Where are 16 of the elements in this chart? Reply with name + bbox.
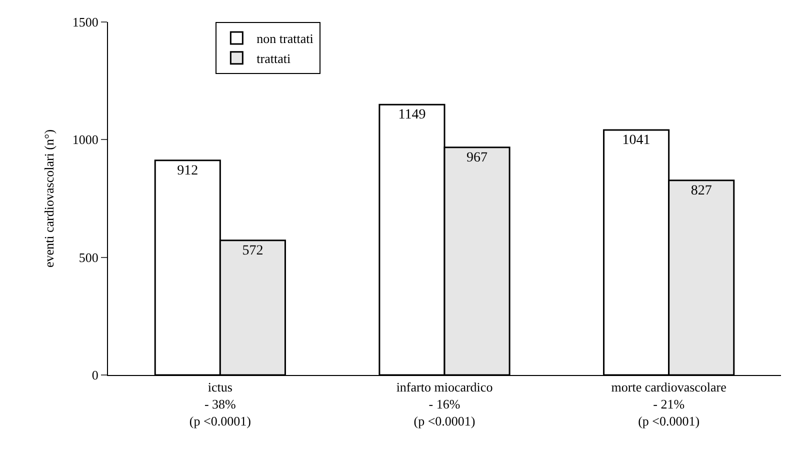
x-tick-label: infarto miocardico - 16% (p <0.0001) <box>396 380 493 428</box>
y-axis-title: eventi cardiovascolari (n°) <box>41 129 56 268</box>
data-label: 1041 <box>622 133 650 148</box>
legend-label: trattati <box>256 50 291 66</box>
x-tick-label: morte cardiovascolare - 21% (p <0.0001) <box>611 380 727 428</box>
data-label: 912 <box>177 163 198 178</box>
y-tick-label: 1500 <box>72 14 98 30</box>
data-label: 967 <box>466 150 488 166</box>
legend-label: non trattati <box>256 31 314 46</box>
data-label: 827 <box>690 183 712 198</box>
x-tick-label: ictus - 38% (p <0.0001) <box>189 380 251 428</box>
y-tick-label: 500 <box>78 250 98 265</box>
y-tick-label: 1000 <box>72 132 98 148</box>
data-label: 572 <box>242 243 264 258</box>
y-tick-label: 0 <box>92 368 98 383</box>
data-label: 1149 <box>398 108 426 123</box>
